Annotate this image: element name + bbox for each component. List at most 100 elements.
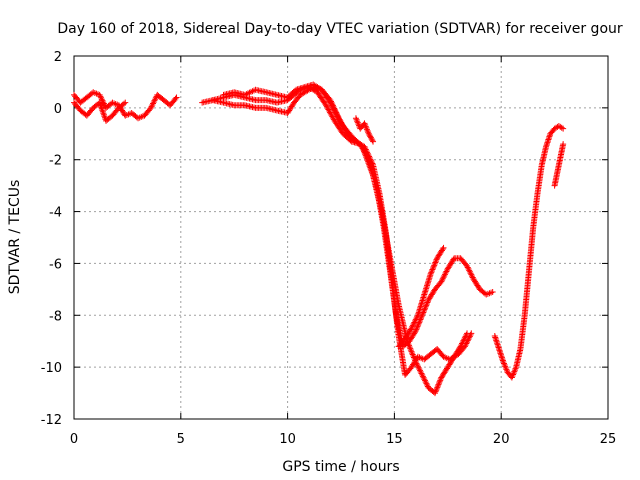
data-point bbox=[428, 267, 435, 274]
x-tick-label: 15 bbox=[386, 432, 403, 447]
data-point bbox=[502, 364, 509, 371]
grid bbox=[74, 56, 608, 419]
x-tick-label: 5 bbox=[177, 432, 185, 447]
data-point bbox=[417, 367, 424, 374]
data-point bbox=[467, 270, 474, 277]
data-point bbox=[100, 100, 107, 107]
data-point bbox=[432, 258, 439, 265]
data-point bbox=[149, 101, 156, 108]
data-point bbox=[96, 91, 103, 98]
data-point bbox=[173, 94, 180, 101]
data-point bbox=[363, 124, 370, 131]
data-point bbox=[436, 378, 443, 385]
data-point bbox=[437, 377, 444, 384]
data-point bbox=[97, 93, 104, 100]
data-point bbox=[440, 244, 447, 251]
data-point bbox=[409, 350, 416, 357]
data-point bbox=[424, 299, 431, 306]
data-point bbox=[414, 363, 421, 370]
data-point bbox=[327, 99, 334, 106]
data-point bbox=[410, 354, 417, 361]
data-point bbox=[420, 374, 427, 381]
data-point bbox=[558, 124, 565, 131]
data-point bbox=[430, 263, 437, 270]
data-point bbox=[332, 109, 339, 116]
data-point bbox=[510, 370, 517, 377]
y-tick-label: 0 bbox=[54, 102, 62, 117]
data-point bbox=[422, 303, 429, 310]
data-point bbox=[331, 107, 338, 114]
data-point bbox=[500, 360, 507, 367]
data-point bbox=[433, 385, 440, 392]
y-tick-label: -4 bbox=[49, 206, 62, 221]
data-point bbox=[434, 383, 441, 389]
y-tick-label: -2 bbox=[49, 154, 62, 169]
data-point bbox=[412, 358, 419, 365]
data-point bbox=[335, 116, 342, 123]
data-point bbox=[436, 380, 443, 387]
data-point bbox=[329, 103, 336, 110]
y-tick-label: -6 bbox=[49, 257, 62, 272]
x-tick-label: 20 bbox=[493, 432, 510, 447]
data-point bbox=[407, 347, 414, 354]
data-point bbox=[365, 130, 372, 137]
data-point bbox=[335, 114, 342, 121]
data-point bbox=[362, 123, 369, 130]
data-point bbox=[98, 94, 105, 101]
data-point bbox=[431, 260, 438, 267]
data-point bbox=[333, 112, 340, 119]
data-point bbox=[354, 119, 361, 126]
data-point bbox=[423, 380, 430, 387]
data-point bbox=[462, 333, 469, 340]
data-point bbox=[368, 135, 375, 142]
data-point bbox=[509, 373, 516, 380]
data-point bbox=[404, 339, 411, 346]
data-point bbox=[501, 361, 508, 368]
data-point bbox=[508, 374, 515, 381]
data-point bbox=[416, 366, 423, 373]
data-point bbox=[424, 298, 431, 305]
data-point bbox=[457, 343, 464, 350]
data-point bbox=[417, 369, 424, 376]
y-tick-label: -12 bbox=[41, 413, 62, 428]
y-tick-label: 2 bbox=[54, 50, 62, 65]
data-point bbox=[434, 384, 441, 391]
y-axis: -12 -10 -8 -6 -4 -2 0 2 bbox=[41, 50, 608, 428]
data-point bbox=[422, 379, 429, 386]
data-point bbox=[419, 373, 426, 380]
data-point bbox=[409, 323, 416, 330]
data-point bbox=[150, 100, 157, 107]
data-point bbox=[432, 388, 439, 395]
data-point bbox=[409, 322, 416, 329]
data-point bbox=[361, 120, 368, 127]
data-point bbox=[413, 326, 420, 333]
data-point bbox=[423, 300, 430, 307]
data-point bbox=[370, 138, 377, 145]
data-point bbox=[172, 95, 179, 102]
data-point bbox=[469, 273, 476, 280]
data-point bbox=[463, 331, 470, 338]
data-point bbox=[150, 99, 157, 106]
data-point bbox=[512, 365, 519, 372]
data-point bbox=[459, 340, 466, 347]
data-point bbox=[412, 357, 419, 364]
data-point bbox=[431, 390, 438, 397]
data-point bbox=[439, 277, 446, 284]
data-point bbox=[429, 266, 436, 273]
data-point bbox=[415, 322, 422, 329]
data-point bbox=[334, 113, 341, 120]
data-point bbox=[333, 110, 340, 117]
data-point bbox=[418, 370, 425, 377]
data-point bbox=[367, 134, 374, 141]
data-point bbox=[413, 315, 420, 322]
data-point bbox=[414, 313, 421, 320]
data-point bbox=[511, 367, 518, 374]
data-point bbox=[354, 118, 361, 125]
data-point bbox=[328, 101, 335, 108]
data-point bbox=[415, 320, 422, 327]
data-point bbox=[100, 99, 107, 106]
data-point bbox=[413, 325, 420, 332]
data-point bbox=[442, 269, 449, 276]
data-point bbox=[424, 382, 431, 389]
